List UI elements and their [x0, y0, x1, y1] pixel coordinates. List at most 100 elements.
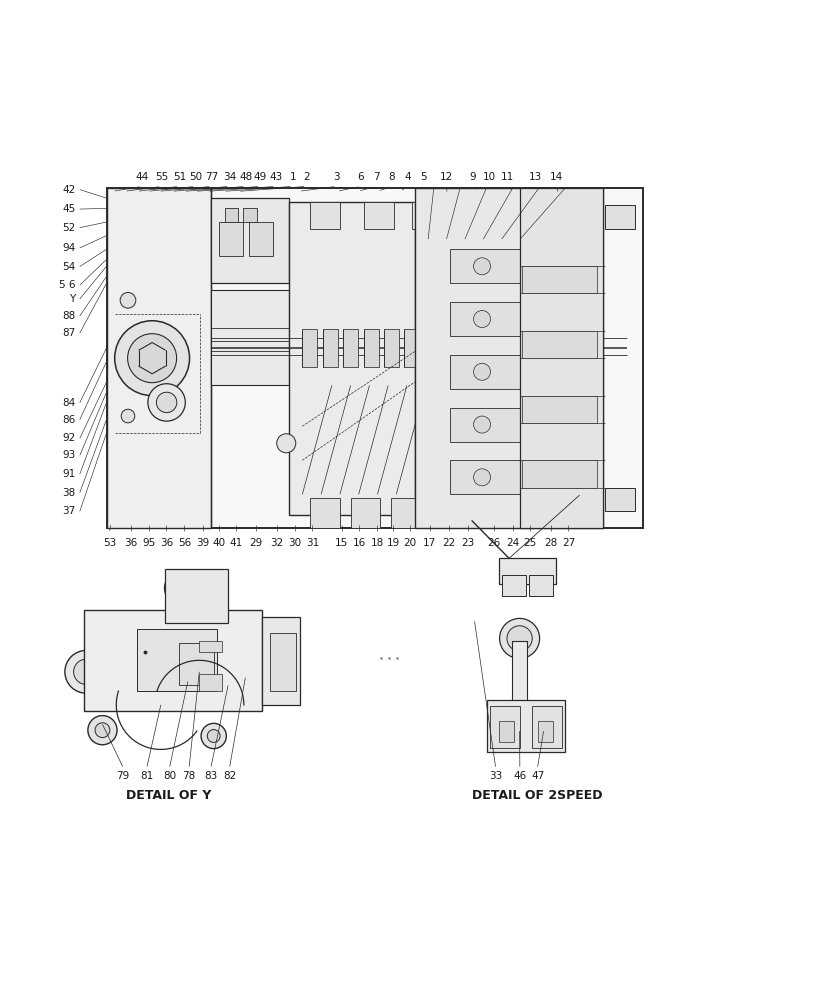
Bar [351, 498, 380, 528]
Bar [450, 460, 522, 494]
Text: 29: 29 [249, 538, 262, 548]
Bar [199, 674, 222, 691]
Bar [391, 498, 420, 528]
Text: 86: 86 [63, 415, 76, 425]
Text: 81: 81 [140, 771, 153, 781]
Text: 77: 77 [206, 172, 219, 182]
Text: 15: 15 [335, 538, 348, 548]
Circle shape [64, 650, 108, 693]
Text: 3: 3 [334, 172, 340, 182]
Text: 82: 82 [223, 771, 237, 781]
Circle shape [127, 334, 176, 383]
Bar [323, 329, 338, 367]
Text: DETAIL OF Y: DETAIL OF Y [126, 789, 211, 802]
Circle shape [73, 659, 99, 684]
Text: 2: 2 [304, 172, 310, 182]
Text: 55: 55 [155, 172, 168, 182]
Text: 32: 32 [270, 538, 283, 548]
Text: 25: 25 [523, 538, 536, 548]
Text: 56: 56 [178, 538, 191, 548]
Bar [522, 266, 597, 293]
Text: 9: 9 [469, 172, 477, 182]
Text: 28: 28 [544, 538, 557, 548]
Text: 36: 36 [124, 538, 137, 548]
Circle shape [120, 292, 135, 308]
Bar [220, 222, 243, 256]
Circle shape [165, 572, 197, 605]
Text: 19: 19 [387, 538, 400, 548]
Bar [310, 498, 340, 528]
Circle shape [499, 618, 539, 658]
Bar [107, 188, 211, 528]
Text: 54: 54 [63, 262, 76, 272]
Bar [343, 329, 358, 367]
Bar [404, 329, 419, 367]
Bar [165, 569, 228, 623]
Circle shape [201, 723, 226, 749]
Text: 13: 13 [529, 172, 542, 182]
Text: DETAIL OF 2SPEED: DETAIL OF 2SPEED [472, 789, 603, 802]
Text: 12: 12 [441, 172, 454, 182]
Bar [289, 202, 415, 515]
Circle shape [148, 384, 185, 421]
Text: 44: 44 [135, 172, 149, 182]
Circle shape [473, 363, 490, 380]
Bar [486, 700, 565, 752]
Text: 36: 36 [160, 538, 173, 548]
Circle shape [473, 416, 490, 433]
Text: 30: 30 [288, 538, 301, 548]
Text: 79: 79 [116, 771, 130, 781]
Bar [450, 249, 522, 283]
Bar [412, 202, 434, 229]
Bar [502, 575, 526, 596]
Bar [450, 302, 522, 336]
Text: 43: 43 [269, 172, 282, 182]
Circle shape [95, 723, 110, 738]
Bar [262, 617, 299, 705]
Bar [384, 329, 399, 367]
Circle shape [207, 730, 220, 742]
Text: 45: 45 [63, 204, 76, 214]
Text: 83: 83 [205, 771, 218, 781]
Text: 18: 18 [370, 538, 384, 548]
Bar [512, 641, 527, 706]
Text: 84: 84 [63, 398, 76, 408]
Circle shape [157, 392, 177, 413]
Text: 6: 6 [357, 172, 364, 182]
Bar [249, 222, 273, 256]
Bar [270, 633, 296, 691]
Bar [310, 202, 340, 229]
Text: 88: 88 [63, 311, 76, 321]
Text: 92: 92 [63, 433, 76, 443]
Text: 40: 40 [213, 538, 226, 548]
Text: 37: 37 [63, 506, 76, 516]
Text: 87: 87 [63, 328, 76, 338]
Text: 16: 16 [353, 538, 366, 548]
Bar [522, 396, 597, 423]
Text: 31: 31 [306, 538, 319, 548]
Circle shape [473, 311, 490, 328]
Text: 1: 1 [290, 172, 296, 182]
Text: 14: 14 [550, 172, 563, 182]
Circle shape [507, 626, 532, 651]
Bar [538, 721, 552, 742]
Bar [224, 208, 238, 222]
Text: 8: 8 [388, 172, 395, 182]
Bar [84, 610, 262, 711]
Bar [211, 198, 289, 283]
Bar [199, 641, 222, 652]
Bar [531, 706, 561, 748]
Circle shape [277, 434, 295, 453]
Text: 93: 93 [63, 450, 76, 460]
Bar [243, 208, 257, 222]
Text: 52: 52 [63, 223, 76, 233]
Text: 50: 50 [189, 172, 202, 182]
Bar [364, 202, 393, 229]
Text: 41: 41 [229, 538, 243, 548]
Text: Y: Y [69, 294, 76, 304]
Text: 38: 38 [63, 488, 76, 498]
Bar [520, 188, 603, 528]
Text: 27: 27 [562, 538, 575, 548]
Circle shape [172, 579, 190, 597]
Bar [180, 643, 214, 685]
